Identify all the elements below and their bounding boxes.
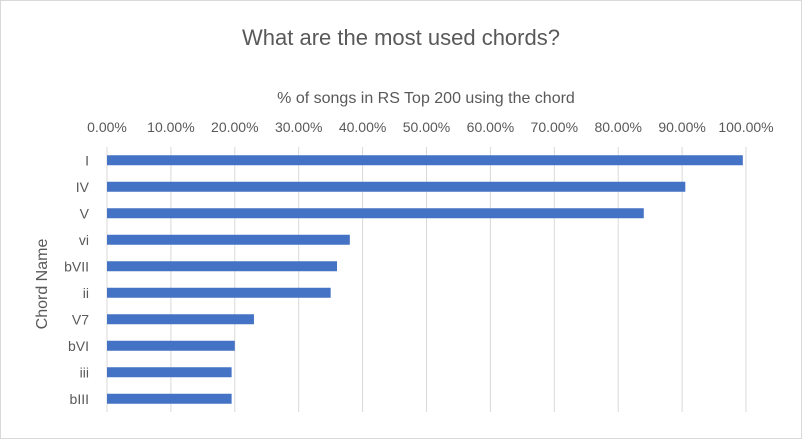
bar-I	[107, 155, 743, 166]
category-label: IV	[76, 179, 90, 195]
x-tick-label: 90.00%	[658, 119, 705, 135]
x-axis-title: % of songs in RS Top 200 using the chord	[277, 90, 575, 107]
x-tick-label: 20.00%	[211, 119, 258, 135]
category-label: I	[85, 152, 89, 168]
category-label: ii	[83, 285, 89, 301]
bar-IV	[107, 181, 686, 192]
category-label: bVII	[64, 258, 89, 274]
category-labels: I IV Vvi bVII ii V7 bVI iii bIII	[64, 152, 90, 407]
bar-V	[107, 208, 644, 219]
x-tick-label: 70.00%	[531, 119, 578, 135]
category-label: V7	[72, 311, 89, 327]
x-tick-label: 30.00%	[275, 119, 322, 135]
chart-title: What are the most used chords?	[242, 25, 560, 50]
category-label: bIII	[70, 391, 89, 407]
x-tick-label: 40.00%	[339, 119, 386, 135]
bar-bIII	[107, 393, 232, 404]
bar-iii	[107, 367, 232, 378]
x-tick-label: 100.00%	[718, 119, 773, 135]
x-tick-label: 0.00%	[87, 119, 127, 135]
x-tick-label: 10.00%	[147, 119, 194, 135]
category-label: bVI	[68, 338, 89, 354]
x-tick-label: 50.00%	[403, 119, 450, 135]
bar-V7	[107, 314, 254, 325]
x-tick-label: 80.00%	[594, 119, 641, 135]
bar-vi	[107, 234, 350, 245]
category-label: iii	[80, 364, 89, 380]
bars	[107, 155, 743, 404]
x-tick-label: 60.00%	[467, 119, 514, 135]
y-axis-title: Chord Name	[34, 239, 51, 330]
category-label: V	[80, 205, 90, 221]
bar-ii	[107, 287, 331, 298]
x-tick-labels: 0.00% 10.00% 20.00% 30.00% 40.00% 50.00% 60.00…	[87, 119, 773, 135]
bar-bVII	[107, 261, 338, 272]
bar-bVI	[107, 340, 235, 351]
category-label: vi	[79, 232, 89, 248]
